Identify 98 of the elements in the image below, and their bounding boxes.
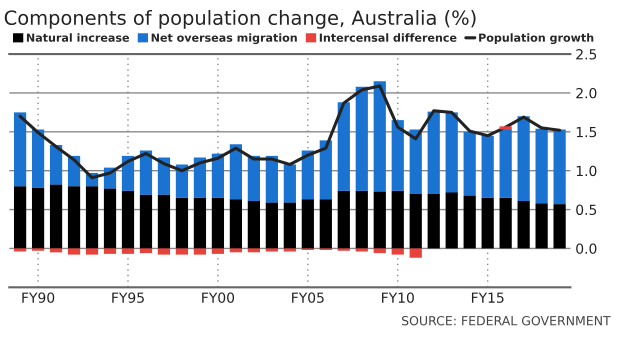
bar xyxy=(518,201,530,248)
bar xyxy=(464,132,476,196)
bar xyxy=(50,248,62,252)
y-tick-label: 1.5 xyxy=(576,126,596,138)
legend-label: Net overseas migration xyxy=(152,33,297,44)
bar xyxy=(86,186,98,248)
bar xyxy=(500,129,512,198)
bar xyxy=(284,248,296,252)
bar xyxy=(320,140,332,200)
bar xyxy=(338,190,350,248)
bar xyxy=(32,248,44,251)
bar xyxy=(194,198,206,248)
bar xyxy=(410,129,422,194)
bar xyxy=(284,164,296,203)
bar xyxy=(266,248,278,252)
bar xyxy=(176,248,188,255)
bar xyxy=(122,248,134,254)
bar xyxy=(248,156,260,202)
bar xyxy=(140,194,152,248)
bar xyxy=(500,126,512,130)
legend-label: Natural increase xyxy=(26,33,130,42)
bar xyxy=(392,120,404,191)
bar xyxy=(176,198,188,248)
bar xyxy=(356,248,368,252)
y-tick-label: 0.5 xyxy=(576,204,596,216)
bar xyxy=(374,81,386,192)
bar xyxy=(194,248,206,255)
bar xyxy=(536,203,548,248)
bar xyxy=(446,112,458,192)
bar xyxy=(158,157,170,195)
chart-title: Components of population change, Australia (%) xyxy=(4,10,476,29)
bar xyxy=(428,112,440,194)
legend-label: Intercensal difference xyxy=(320,33,456,42)
bar xyxy=(158,248,170,255)
bar xyxy=(122,190,134,248)
bar xyxy=(212,198,224,248)
line-series xyxy=(18,84,562,180)
bar xyxy=(392,190,404,248)
x-tick-label: FY00 xyxy=(202,292,234,303)
bar xyxy=(500,198,512,248)
bar xyxy=(68,186,80,248)
bar xyxy=(140,248,152,254)
x-tick-label: FY05 xyxy=(292,292,324,303)
bar xyxy=(266,156,278,203)
bar xyxy=(194,157,206,198)
bar xyxy=(230,144,242,200)
bar xyxy=(482,198,494,248)
legend-label: Population growth xyxy=(479,33,594,44)
y-tick-label: 0.0 xyxy=(576,243,596,254)
y-tick-label: 2.5 xyxy=(576,49,596,60)
bar xyxy=(14,248,26,252)
bar xyxy=(410,248,422,258)
bar xyxy=(356,190,368,248)
bar xyxy=(158,194,170,248)
bar xyxy=(446,192,458,248)
bar xyxy=(464,196,476,248)
bar xyxy=(14,186,26,248)
bar xyxy=(392,248,404,255)
bar xyxy=(14,112,26,186)
bar xyxy=(86,248,98,255)
bar xyxy=(302,199,314,248)
bar xyxy=(68,248,80,255)
bar xyxy=(230,248,242,252)
y-tick-label: 2.0 xyxy=(576,88,596,98)
bar xyxy=(338,248,350,251)
bar xyxy=(104,248,116,254)
bar xyxy=(50,184,62,248)
bar xyxy=(248,248,260,252)
bar xyxy=(553,129,566,204)
bar xyxy=(482,136,494,198)
bar xyxy=(428,194,440,248)
y-tick-label: 1.0 xyxy=(576,166,596,176)
bar xyxy=(518,116,530,202)
bar xyxy=(230,199,242,248)
x-tick-label: FY15 xyxy=(472,292,504,303)
bar xyxy=(374,192,386,248)
bar xyxy=(212,248,224,254)
bar xyxy=(536,128,548,204)
bar xyxy=(32,188,44,248)
bar xyxy=(302,150,314,200)
bar xyxy=(320,199,332,248)
bar xyxy=(266,202,278,248)
x-tick-label: FY95 xyxy=(112,292,144,303)
bar xyxy=(338,102,350,191)
x-tick-label: FY90 xyxy=(22,292,54,303)
bar xyxy=(356,86,368,191)
bar xyxy=(248,201,260,248)
bar xyxy=(284,202,296,248)
bar xyxy=(50,145,62,185)
bar xyxy=(32,129,44,188)
bar xyxy=(212,154,224,198)
x-tick-label: FY10 xyxy=(382,292,414,303)
source-note: SOURCE: FEDERAL GOVERNMENT xyxy=(402,316,611,326)
bar xyxy=(140,150,152,195)
bar xyxy=(410,194,422,248)
bar xyxy=(104,188,116,248)
bar xyxy=(374,248,386,254)
bar xyxy=(553,204,566,248)
